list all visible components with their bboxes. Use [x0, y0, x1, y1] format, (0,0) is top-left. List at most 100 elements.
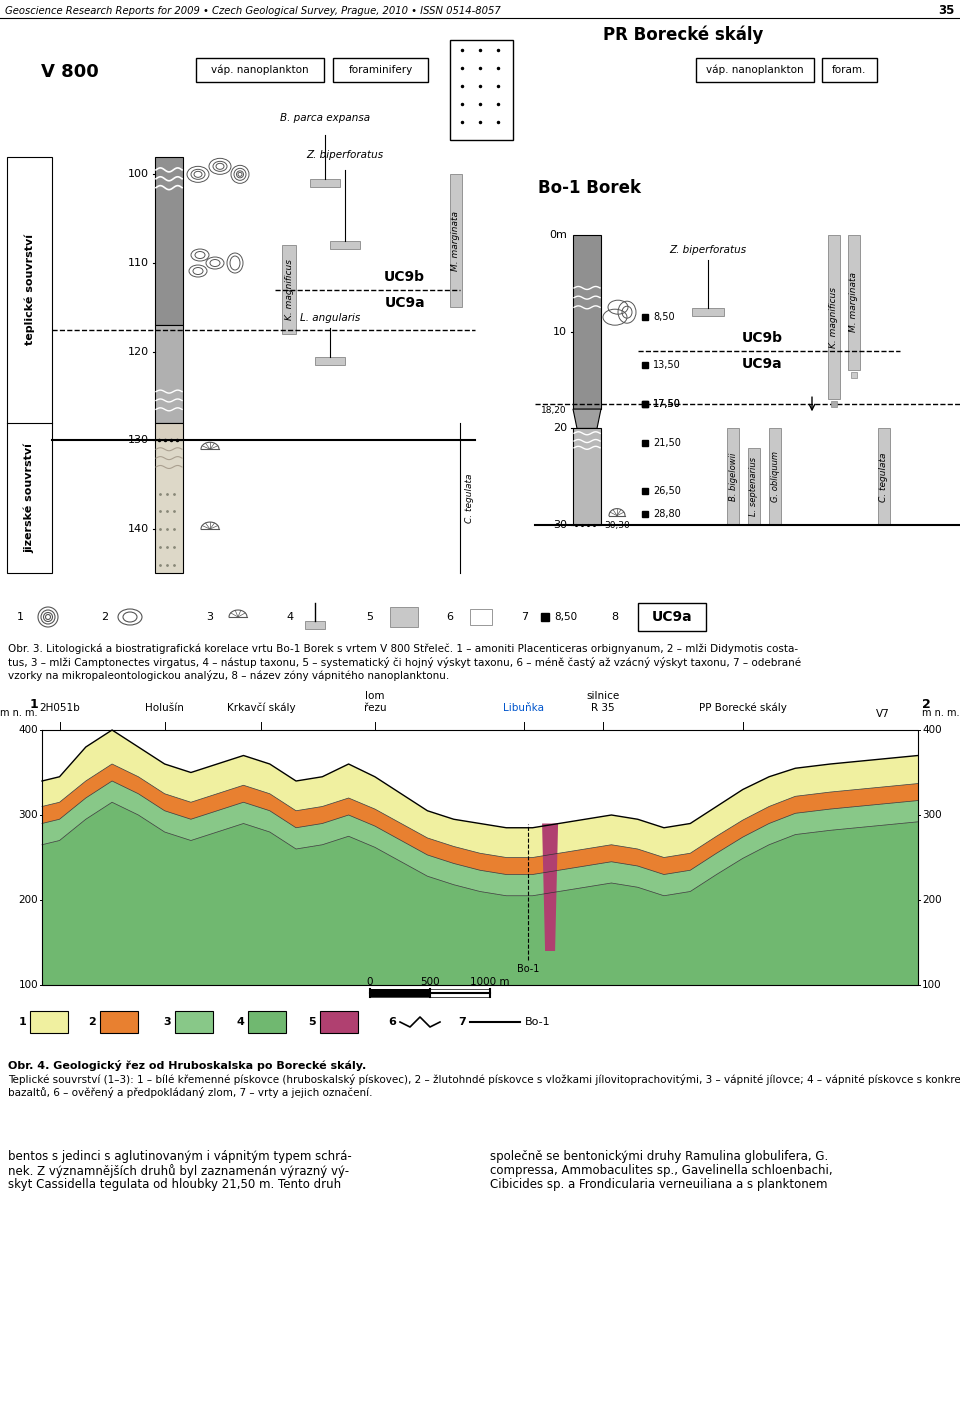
Bar [370, 988, 430, 997]
Text: 26,50: 26,50 [653, 486, 681, 496]
Text: Z. biperforatus: Z. biperforatus [306, 150, 384, 160]
Polygon shape [542, 823, 558, 951]
Bar [430, 988, 490, 997]
Text: B. parca expansa: B. parca expansa [280, 114, 370, 123]
Text: 3: 3 [206, 613, 213, 622]
Text: compressa, Ammobaculites sp., Gavelinella schloenbachi,: compressa, Ammobaculites sp., Gavelinell… [490, 1164, 832, 1178]
Text: 500: 500 [420, 977, 440, 987]
Text: 2: 2 [88, 1016, 96, 1028]
Bar [470, 608, 492, 625]
Text: 2H051b: 2H051b [39, 702, 80, 714]
Text: 100: 100 [18, 980, 38, 990]
Bar [305, 621, 325, 629]
Text: 300: 300 [922, 810, 942, 820]
Bar [573, 429, 601, 526]
Text: bentos s jedinci s aglutinovaným i vápnitým typem schrá-: bentos s jedinci s aglutinovaným i vápni… [8, 1150, 351, 1164]
Text: 0: 0 [367, 977, 373, 987]
Polygon shape [42, 802, 918, 986]
Bar [727, 429, 739, 526]
Text: Obr. 3. Litologická a biostratigrafická korelace vrtu Bo-1 Borek s vrtem V 800 S: Obr. 3. Litologická a biostratigrafická … [8, 644, 798, 655]
Text: K. magnificus: K. magnificus [829, 286, 838, 348]
Text: 30,30: 30,30 [604, 520, 630, 530]
Text: PP Borecké skály: PP Borecké skály [699, 702, 787, 714]
Bar [155, 325, 183, 422]
Text: 7: 7 [521, 613, 529, 622]
Text: UC9b: UC9b [741, 331, 782, 345]
Text: bazaltů, 6 – ověřený a předpokládaný zlom, 7 – vrty a jejich označení.: bazaltů, 6 – ověřený a předpokládaný zlo… [8, 1087, 372, 1098]
Text: silnice
R 35: silnice R 35 [586, 691, 619, 714]
Text: 3: 3 [163, 1016, 171, 1028]
Text: 2: 2 [922, 698, 931, 711]
Text: 5: 5 [308, 1016, 316, 1028]
Text: 400: 400 [922, 725, 942, 735]
Text: 35: 35 [939, 4, 955, 17]
Text: vzorky na mikropaleontologickou analýzu, 8 – název zóny vápnitého nanoplanktonu.: vzorky na mikropaleontologickou analýzu,… [8, 670, 449, 681]
Text: 13,50: 13,50 [653, 360, 681, 370]
Bar [573, 234, 601, 409]
Bar [155, 157, 183, 325]
Text: 10: 10 [553, 327, 567, 336]
Text: UC9a: UC9a [652, 610, 692, 624]
Text: foraminifery: foraminifery [348, 64, 413, 74]
Text: 130: 130 [128, 436, 149, 446]
Bar [155, 422, 183, 440]
Bar [315, 356, 345, 365]
Text: 21,50: 21,50 [653, 437, 681, 449]
Bar [638, 603, 706, 631]
Bar [282, 245, 296, 334]
Text: 1: 1 [16, 613, 23, 622]
Bar [248, 1011, 286, 1033]
Text: 20: 20 [553, 423, 567, 433]
Text: 6: 6 [446, 613, 453, 622]
Text: 28,80: 28,80 [653, 509, 681, 519]
Bar [692, 307, 724, 315]
Bar [390, 607, 418, 627]
Text: m n. m.: m n. m. [922, 708, 959, 718]
Bar [175, 1011, 213, 1033]
Text: společně se bentonickými druhy Ramulina globulifera, G.: společně se bentonickými druhy Ramulina … [490, 1150, 828, 1164]
Text: foram.: foram. [831, 64, 866, 74]
Text: 30: 30 [553, 520, 567, 530]
Text: 110: 110 [128, 258, 149, 268]
Text: 120: 120 [128, 346, 149, 356]
Bar [7, 157, 52, 573]
Text: M. marginata: M. marginata [451, 210, 461, 271]
Text: Holušín: Holušín [145, 702, 184, 714]
Text: Geoscience Research Reports for 2009 • Czech Geological Survey, Prague, 2010 • I: Geoscience Research Reports for 2009 • C… [5, 6, 501, 15]
Text: 200: 200 [922, 894, 942, 906]
Text: 8,50: 8,50 [653, 313, 675, 322]
Bar [30, 1011, 68, 1033]
Text: L. septenarius: L. septenarius [750, 457, 758, 516]
Bar [878, 429, 890, 526]
Bar [696, 57, 814, 81]
Polygon shape [42, 730, 918, 858]
Text: 100: 100 [922, 980, 942, 990]
Text: G. obliquum: G. obliquum [771, 451, 780, 502]
Bar [748, 447, 760, 526]
Bar [450, 174, 462, 307]
Text: 1000 m: 1000 m [470, 977, 510, 987]
Text: 2: 2 [102, 613, 108, 622]
Bar [828, 234, 840, 400]
Text: 8,50: 8,50 [554, 613, 577, 622]
Text: C. tegulata: C. tegulata [879, 451, 889, 502]
Bar [333, 57, 428, 81]
Text: váp. nanoplankton: váp. nanoplankton [707, 64, 804, 76]
Text: 6: 6 [388, 1016, 396, 1028]
Text: nek. Z významnějších druhů byl zaznamenán výrazný vý-: nek. Z významnějších druhů byl zaznamená… [8, 1164, 349, 1178]
Text: m n. m.: m n. m. [1, 708, 38, 718]
Bar [848, 234, 860, 370]
Text: 5: 5 [367, 613, 373, 622]
Bar [769, 429, 781, 526]
Text: M. marginata: M. marginata [850, 272, 858, 332]
Text: UC9b: UC9b [384, 269, 425, 283]
Text: Bo-1: Bo-1 [525, 1016, 551, 1028]
Text: Obr. 4. Geologický řez od Hruboskalska po Borecké skály.: Obr. 4. Geologický řez od Hruboskalska p… [8, 1060, 367, 1071]
Text: B. bigelowii: B. bigelowii [729, 453, 737, 501]
Text: 1: 1 [18, 1016, 26, 1028]
Text: váp. nanoplankton: váp. nanoplankton [211, 64, 309, 76]
Text: V 800: V 800 [41, 63, 99, 81]
Text: Bo-1 Borek: Bo-1 Borek [539, 179, 641, 198]
Bar [330, 241, 360, 250]
Bar [310, 179, 340, 188]
